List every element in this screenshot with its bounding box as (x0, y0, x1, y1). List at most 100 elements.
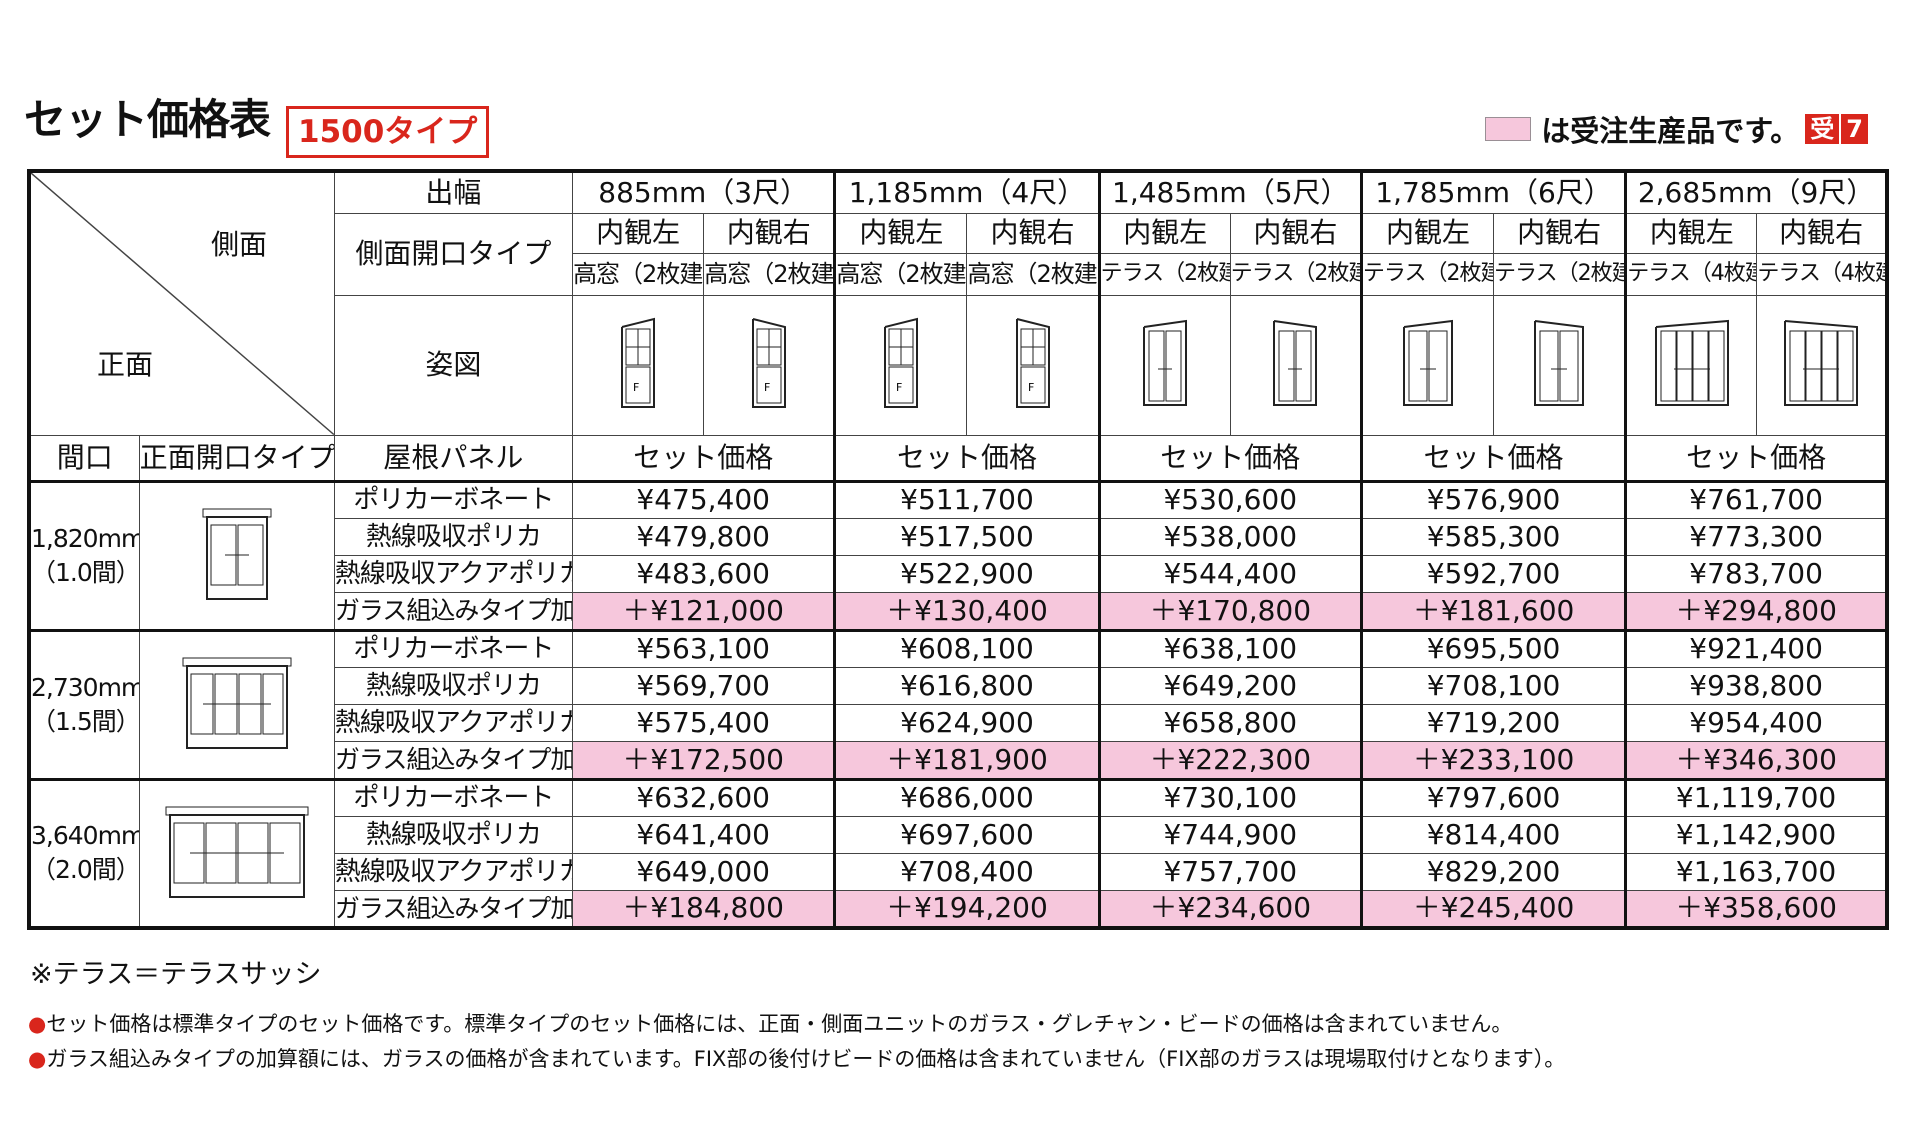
side-elevation-figure (1143, 319, 1188, 406)
price-cell: ¥624,900 (834, 703, 1101, 742)
price-cell: ¥797,600 (1360, 778, 1628, 817)
price-cell: ¥592,700 (1360, 554, 1628, 593)
svg-text:F: F (896, 381, 902, 394)
glass-add-price: ＋¥294,800 (1625, 591, 1888, 632)
price-cell: ¥708,100 (1360, 666, 1628, 705)
glass-add-price: ＋¥222,300 (1098, 740, 1363, 781)
side-type: テラス（2枚建） (1360, 252, 1495, 296)
roof-type: 熱線吸収アクアポリカ (333, 554, 574, 593)
side-figure (1360, 294, 1495, 436)
diagonal-line (31, 173, 334, 434)
side-figure: F (703, 294, 837, 436)
glass-add-price: ＋¥358,600 (1625, 889, 1888, 929)
price-cell: ¥569,700 (572, 666, 837, 705)
note-1-text: セット価格は標準タイプのセット価格です。標準タイプのセット価格には、正面・側面ユ… (46, 1012, 1513, 1036)
side-type: 高窓（2枚建） (703, 252, 837, 296)
glass-add-price: ＋¥234,600 (1098, 889, 1363, 929)
corner-header: 側面 正面 (28, 170, 335, 436)
side-figure: F (572, 294, 705, 436)
roof-panel-header: 屋根パネル (333, 434, 574, 483)
price-cell: ¥608,100 (834, 629, 1101, 668)
front-elevation-figure (202, 508, 272, 600)
frontage-cell: 2,730mm （1.5間） (28, 629, 140, 781)
price-cell: ¥632,600 (572, 778, 837, 817)
price-cell: ¥563,100 (572, 629, 837, 668)
glass-add-price: ＋¥181,600 (1360, 591, 1628, 632)
price-cell: ¥616,800 (834, 666, 1101, 705)
side-type: テラス（4枚建） (1625, 252, 1758, 296)
price-cell: ¥483,600 (572, 554, 837, 593)
inner-left: 内観左 (572, 212, 705, 254)
price-cell: ¥522,900 (834, 554, 1101, 593)
front-figure (138, 778, 335, 929)
side-label: 側面 (211, 228, 268, 261)
side-elevation-figure (1273, 319, 1318, 406)
price-cell: ¥757,700 (1098, 852, 1363, 891)
side-type: 高窓（2枚建） (966, 252, 1101, 296)
price-cell: ¥511,700 (834, 480, 1101, 519)
price-cell: ¥730,100 (1098, 778, 1363, 817)
glass-add-price: ＋¥194,200 (834, 889, 1101, 929)
inner-left: 内観左 (1360, 212, 1495, 254)
front-open-type-header: 正面開口タイプ (138, 434, 335, 483)
width-1485: 1,485mm（5尺） (1098, 170, 1363, 214)
side-elevation-figure (1534, 319, 1585, 406)
side-elevation-figure: F (621, 317, 656, 408)
roof-type: ガラス組込みタイプ加算額 (333, 889, 574, 929)
price-cell: ¥1,142,900 (1625, 815, 1888, 854)
price-cell: ¥761,700 (1625, 480, 1888, 519)
side-elevation-figure: F (751, 317, 786, 408)
made-to-order-mark-char: 受 (1805, 114, 1840, 144)
price-cell: ¥1,163,700 (1625, 852, 1888, 891)
side-type: テラス（2枚建） (1229, 252, 1363, 296)
type-badge: 1500タイプ (286, 106, 490, 158)
legend-swatch (1485, 117, 1532, 141)
inner-right: 内観右 (1229, 212, 1363, 254)
price-cell: ¥530,600 (1098, 480, 1363, 519)
roof-type: ポリカーボネート (333, 778, 574, 817)
price-table: 側面 正面 出幅 885mm（3尺） 1,185mm（4尺） 1,485mm（5… (27, 169, 1889, 930)
side-figure (1493, 294, 1628, 436)
frontage-size: 1,820mm (31, 523, 140, 553)
legend-text: は受注生産品です。 (1541, 114, 1800, 148)
side-figure (1625, 294, 1758, 436)
side-elevation-figure: F (884, 317, 919, 408)
width-885: 885mm（3尺） (572, 170, 837, 214)
svg-text:F: F (633, 381, 639, 394)
made-to-order-mark-number: 7 (1839, 114, 1868, 144)
price-cell: ¥479,800 (572, 517, 837, 556)
price-cell: ¥695,500 (1360, 629, 1628, 668)
page-title: セット価格表 (24, 95, 271, 144)
price-cell: ¥576,900 (1360, 480, 1628, 519)
figure-header: 姿図 (333, 294, 574, 436)
frontage-size: 3,640mm (31, 821, 140, 851)
note-2: ●ガラス組込みタイプの加算額には、ガラスの価格が含まれています。FIX部の後付け… (28, 1043, 1565, 1073)
svg-text:F: F (764, 381, 770, 394)
front-figure (138, 629, 335, 781)
price-cell: ¥708,400 (834, 852, 1101, 891)
price-cell: ¥719,200 (1360, 703, 1628, 742)
note-bullet: ● (28, 1012, 47, 1036)
width-1785: 1,785mm（6尺） (1360, 170, 1628, 214)
side-figure (1098, 294, 1231, 436)
glass-add-price: ＋¥233,100 (1360, 740, 1628, 781)
frontage-ken: （1.0間） (31, 557, 140, 587)
side-figure: F (834, 294, 968, 436)
glass-add-price: ＋¥130,400 (834, 591, 1101, 632)
frontage-header: 間口 (28, 434, 140, 483)
glass-add-price: ＋¥184,800 (572, 889, 837, 929)
svg-text:F: F (1028, 381, 1034, 394)
side-elevation-figure: F (1015, 317, 1050, 408)
front-elevation-figure (182, 657, 292, 749)
terrace-note: ※テラス＝テラスサッシ (30, 959, 322, 990)
side-open-type-header: 側面開口タイプ (333, 212, 574, 296)
roof-type: ガラス組込みタイプ加算額 (333, 740, 574, 781)
price-cell: ¥641,400 (572, 815, 837, 854)
frontage-cell: 3,640mm （2.0間） (28, 778, 140, 929)
price-cell: ¥938,800 (1625, 666, 1888, 705)
inner-right: 内観右 (1493, 212, 1628, 254)
roof-type: 熱線吸収アクアポリカ (333, 703, 574, 742)
set-price-header: セット価格 (1625, 434, 1888, 483)
side-type: 高窓（2枚建） (572, 252, 705, 296)
price-cell: ¥544,400 (1098, 554, 1363, 593)
